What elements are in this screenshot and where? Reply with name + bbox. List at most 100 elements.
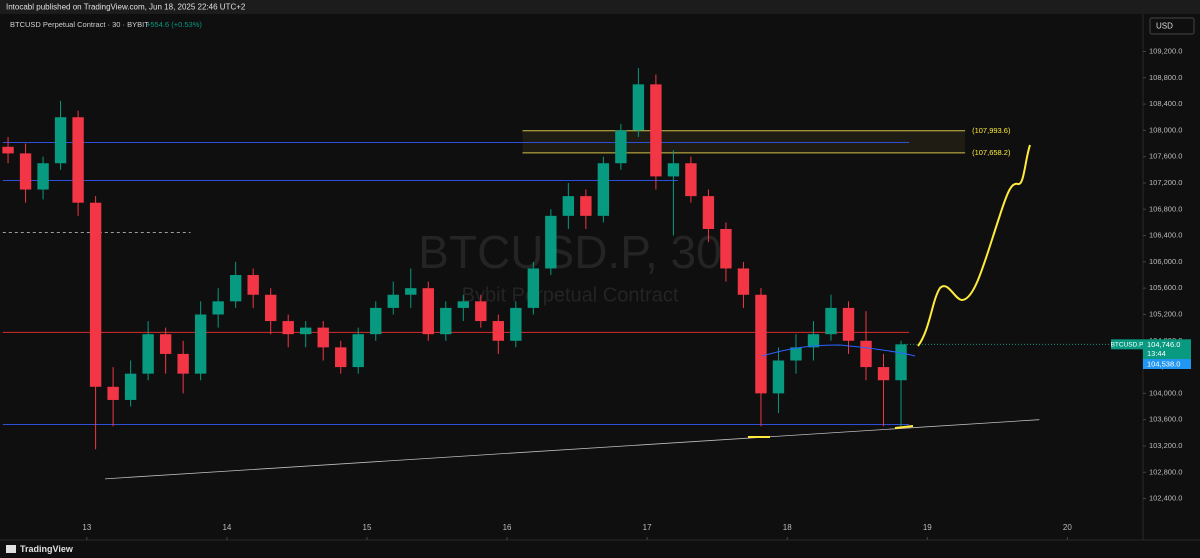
y-tick-label: 103,200.0 [1149, 441, 1182, 450]
y-tick-label: 108,400.0 [1149, 99, 1182, 108]
y-tick-label: 102,800.0 [1149, 467, 1182, 476]
candle-body [790, 347, 802, 361]
candle-body [685, 163, 697, 197]
symbol-tag-label: BTCUSD.P [1111, 342, 1144, 349]
candle-body [737, 268, 750, 295]
x-tick-label: 16 [503, 523, 512, 532]
candle-body [405, 288, 417, 295]
ma-label: 104,538.0 [1147, 359, 1180, 368]
x-tick-label: 18 [783, 523, 792, 532]
candle-body [229, 275, 242, 302]
candle-body [545, 215, 557, 269]
y-tick-label: 103,600.0 [1149, 415, 1182, 424]
candle-body [317, 327, 329, 348]
y-tick-label: 106,400.0 [1149, 231, 1182, 240]
zone-label: (107,658.2) [972, 148, 1011, 157]
plot: 102,400.0 102,800.0 103,200.0 103,600.0 104,… [2, 46, 1191, 540]
x-tick-label: 13 [82, 523, 91, 532]
candle-body [457, 301, 469, 308]
watermark-subtitle: Bybit Perpetual Contract [462, 284, 679, 306]
candle-body [720, 229, 732, 269]
candle-body [19, 153, 32, 190]
watermark-title: BTCUSD.P, 30 [418, 226, 721, 278]
y-tick-label: 109,200.0 [1149, 46, 1182, 55]
candle-body [89, 202, 102, 387]
candle-body [107, 386, 119, 400]
candle-body [510, 307, 522, 341]
moving-average [761, 344, 916, 357]
candle-body [247, 275, 259, 295]
candle-body [807, 334, 820, 348]
candle-body [352, 334, 364, 368]
zone [522, 130, 966, 153]
candle-body [370, 307, 382, 335]
x-tick-label: 20 [1063, 523, 1072, 532]
candle-body [282, 321, 294, 335]
x-tick-label: 14 [222, 523, 231, 532]
y-tick-label: 107,200.0 [1149, 178, 1182, 187]
zone-label: (107,993.6) [972, 126, 1011, 135]
x-tick-label: 19 [923, 523, 932, 532]
trendline [105, 419, 1040, 480]
symbol-tag [1111, 339, 1143, 350]
candle-body [37, 163, 49, 190]
candle-body [702, 196, 715, 230]
candle-body [580, 196, 592, 216]
candle-body [54, 117, 67, 164]
candle-body [124, 373, 137, 400]
candle-body [877, 367, 890, 381]
countdown: 13:44 [1147, 349, 1166, 358]
y-tick-label: 102,400.0 [1149, 494, 1182, 503]
plot-bg [0, 14, 1143, 540]
brand: TradingView [20, 544, 74, 554]
candle-body [422, 288, 434, 335]
x-tick-label: 17 [643, 523, 652, 532]
top-bar [0, 0, 1200, 14]
last-price-tag [1143, 339, 1191, 360]
candle-body [492, 321, 505, 341]
candle-body [194, 314, 207, 374]
candle-body [527, 268, 540, 308]
y-tick-label: 106,800.0 [1149, 204, 1182, 213]
candle-body [597, 163, 610, 216]
currency-box[interactable] [1149, 17, 1195, 35]
candle-body [300, 327, 312, 335]
candle-body [772, 360, 785, 394]
candle-body [2, 146, 14, 154]
y-tick-label: 105,200.0 [1149, 309, 1182, 318]
candle-body [159, 334, 172, 354]
candle-body [440, 307, 452, 335]
candle-body [755, 294, 767, 394]
projection-path [917, 144, 1031, 347]
candle-body [650, 84, 662, 177]
x-tick-label: 15 [363, 523, 372, 532]
candle-body [387, 294, 399, 308]
y-tick-label: 107,600.0 [1149, 152, 1182, 161]
candle-body [895, 344, 907, 381]
change: +554.6 (+0.53%) [146, 20, 202, 29]
y-tick-label: 108,800.0 [1149, 73, 1182, 82]
candle-body [212, 301, 224, 315]
y-tick-label: 106,000.0 [1149, 257, 1182, 266]
candle-body [335, 347, 347, 368]
last-price-label: 104,746.0 [1147, 340, 1180, 349]
symbol-line: BTCUSD Perpetual Contract · 30 · BYBIT [10, 20, 149, 29]
y-tick-label: 108,000.0 [1149, 125, 1182, 134]
currency[interactable]: USD [1156, 22, 1173, 31]
candle-body [860, 340, 872, 368]
brand-logo [6, 545, 16, 553]
low-marker [894, 425, 914, 429]
candle-body [615, 130, 627, 164]
candle-body [177, 353, 189, 374]
candle-body [265, 294, 277, 322]
candle-body [632, 84, 645, 131]
y-tick-label: 104,000.0 [1149, 388, 1182, 397]
ma-tag [1143, 359, 1191, 370]
watermark: BTCUSD.P, 30 Bybit Perpetual Contract [418, 226, 721, 306]
candle-body [72, 117, 84, 203]
candle-body [475, 301, 487, 322]
candle-body [142, 334, 154, 374]
candle-body [562, 196, 575, 216]
